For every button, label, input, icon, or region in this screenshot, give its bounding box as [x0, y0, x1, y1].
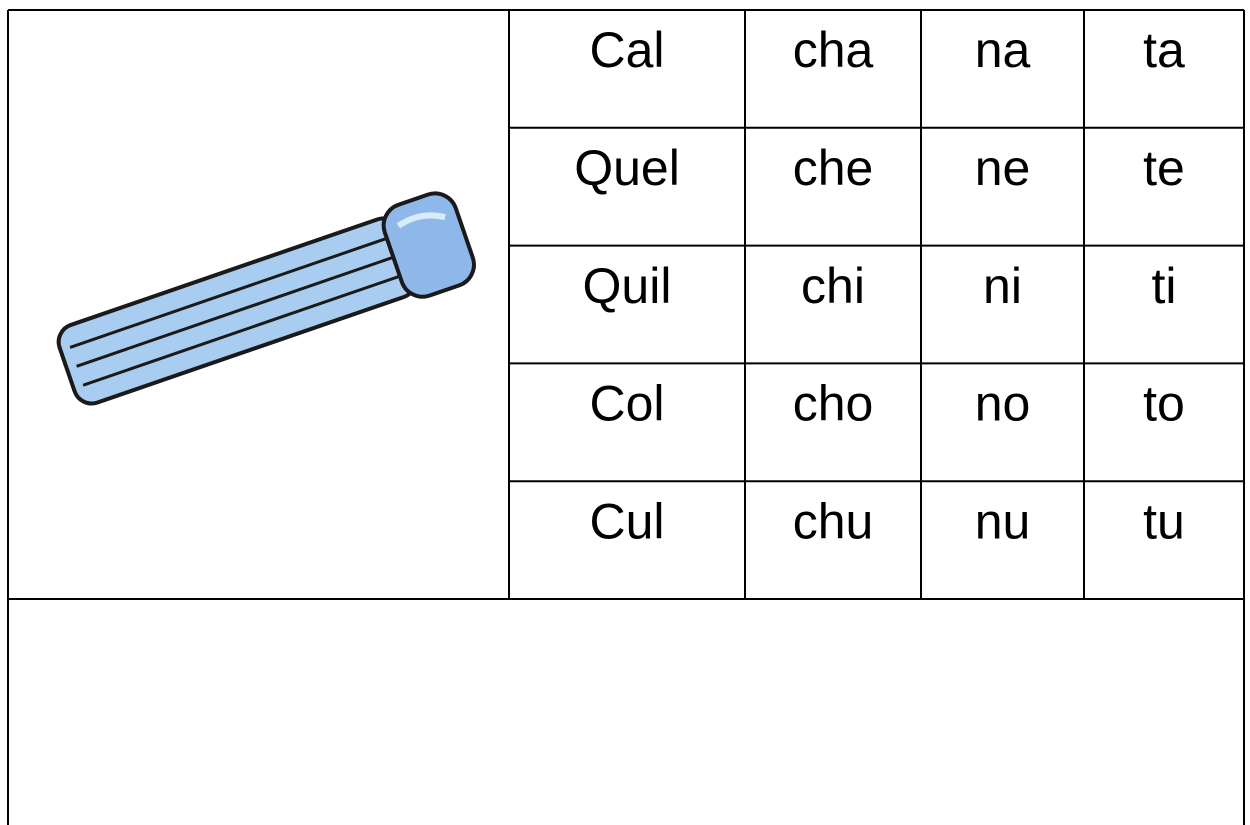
syllable: chi [801, 258, 865, 314]
syllable: Quel [574, 140, 680, 196]
syllable: Col [589, 376, 664, 432]
syllable: te [1143, 140, 1185, 196]
syllable: nu [975, 493, 1031, 549]
syllable: cho [793, 376, 874, 432]
syllable: tu [1143, 493, 1185, 549]
syllable-table: Cal cha na ta Quel che ne te Quil chi ni ti Col cho no… [508, 10, 1244, 599]
syllable: che [793, 140, 874, 196]
air-mattress-image [56, 191, 476, 406]
syllable: ta [1143, 22, 1185, 78]
syllable: Cul [589, 493, 664, 549]
syllable: cha [793, 22, 874, 78]
syllable: na [975, 22, 1031, 78]
syllable: ti [1152, 258, 1177, 314]
syllable: ne [975, 140, 1031, 196]
syllable: no [975, 376, 1031, 432]
syllable: chu [793, 493, 874, 549]
syllable: Quil [583, 258, 672, 314]
syllable: ni [983, 258, 1022, 314]
syllable: Cal [589, 22, 664, 78]
syllable: to [1143, 376, 1185, 432]
